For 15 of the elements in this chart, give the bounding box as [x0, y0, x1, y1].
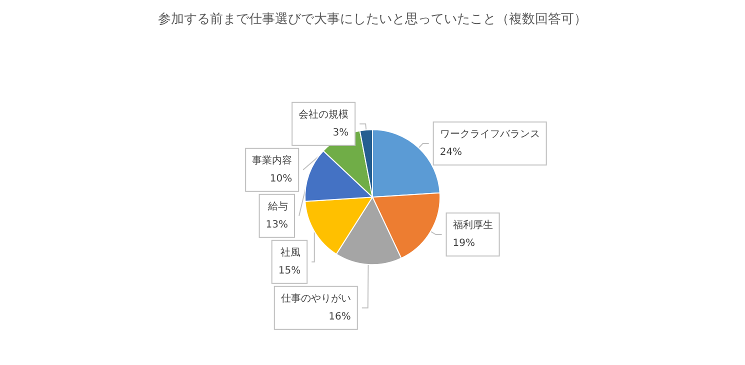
- slice-label: 福利厚生: [452, 219, 493, 232]
- data-label: 16%: [328, 311, 351, 322]
- slice-label: ワークライフバランス: [440, 129, 540, 140]
- chart-title: 参加する前まで仕事選びで大事にしたいと思っていたこと（複数回答可）: [158, 12, 587, 27]
- slice-label: 会社の規模: [298, 108, 349, 120]
- slice-label: 社風: [280, 246, 301, 258]
- slice-label: 給与: [267, 200, 288, 212]
- slice-label: 仕事のやりがい: [280, 292, 351, 304]
- slice-label: 事業内容: [252, 154, 292, 166]
- data-label: 13%: [266, 219, 288, 230]
- data-label: 10%: [270, 173, 292, 184]
- data-label: 24%: [440, 147, 462, 158]
- data-label: 19%: [452, 238, 476, 250]
- data-label: 3%: [332, 127, 349, 138]
- data-label: 15%: [278, 265, 301, 276]
